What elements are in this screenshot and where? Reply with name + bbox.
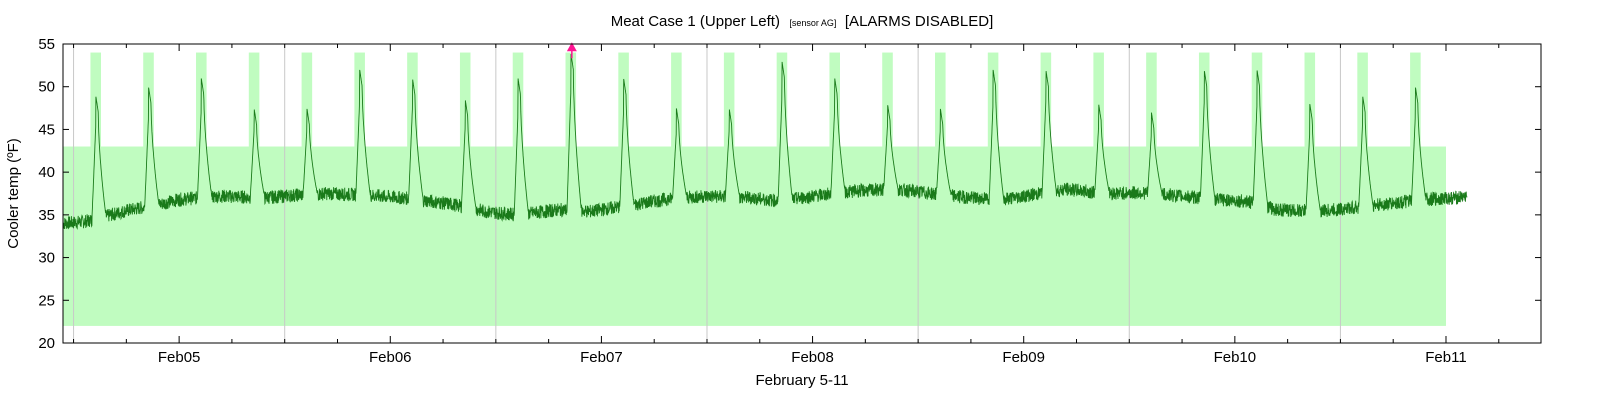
x-tick-label: Feb10 xyxy=(1214,349,1257,366)
chart-title: Meat Case 1 (Upper Left) [sensor AG] [AL… xyxy=(611,13,994,30)
y-axis: 20 25 30 35 40 45 50 55 xyxy=(38,36,1541,352)
x-tick-label: Feb09 xyxy=(1002,349,1045,366)
y-tick-label: 35 xyxy=(38,207,55,224)
x-tick-label: Feb08 xyxy=(791,349,834,366)
defrost-window-16 xyxy=(935,52,946,147)
y-tick-label: 25 xyxy=(38,292,55,309)
chart-title-main: Meat Case 1 (Upper Left) xyxy=(611,13,780,30)
chart-title-sensor: [sensor AG] xyxy=(789,18,836,28)
defrost-window-12 xyxy=(723,52,735,147)
normal-range-band xyxy=(63,146,1446,326)
x-tick-label: Feb11 xyxy=(1425,349,1466,366)
y-tick-label: 30 xyxy=(38,250,55,267)
chart-title-status: [ALARMS DISABLED] xyxy=(845,13,993,30)
normal-range-bands xyxy=(63,52,1446,326)
defrost-window-4 xyxy=(301,52,313,147)
x-tick-label: Feb05 xyxy=(158,349,201,366)
y-axis-label: Cooler temp (ºF) xyxy=(5,138,22,249)
defrost-window-20 xyxy=(1146,52,1157,147)
defrost-window-3 xyxy=(248,52,260,147)
x-tick-label: Feb06 xyxy=(369,349,412,366)
temperature-series xyxy=(62,53,1468,230)
defrost-window-15 xyxy=(882,52,893,147)
defrost-window-11 xyxy=(671,52,682,147)
defrost-window-7 xyxy=(459,52,471,147)
svg-text:Meat Case 1 (Upper Left): Meat Case 1 (Upper Left) [sensor AG] [AL… xyxy=(611,13,994,30)
defrost-window-19 xyxy=(1093,52,1104,147)
plot-frame xyxy=(62,43,1542,344)
y-tick-label: 40 xyxy=(38,164,55,181)
x-axis: Feb05 Feb06 Feb07 Feb08 Feb09 Feb10 Feb11 xyxy=(73,44,1500,366)
y-tick-label: 20 xyxy=(38,335,55,352)
alarm-marker-layer xyxy=(566,42,577,59)
x-tick-label: Feb07 xyxy=(580,349,623,366)
x-axis-label: February 5-11 xyxy=(755,372,848,389)
alarm-marker-icon xyxy=(566,42,577,52)
y-tick-label: 50 xyxy=(38,79,55,96)
temperature-line xyxy=(62,53,1468,230)
y-tick-label: 55 xyxy=(38,36,55,53)
defrost-window-23 xyxy=(1304,52,1316,147)
y-tick-label: 45 xyxy=(38,121,55,138)
